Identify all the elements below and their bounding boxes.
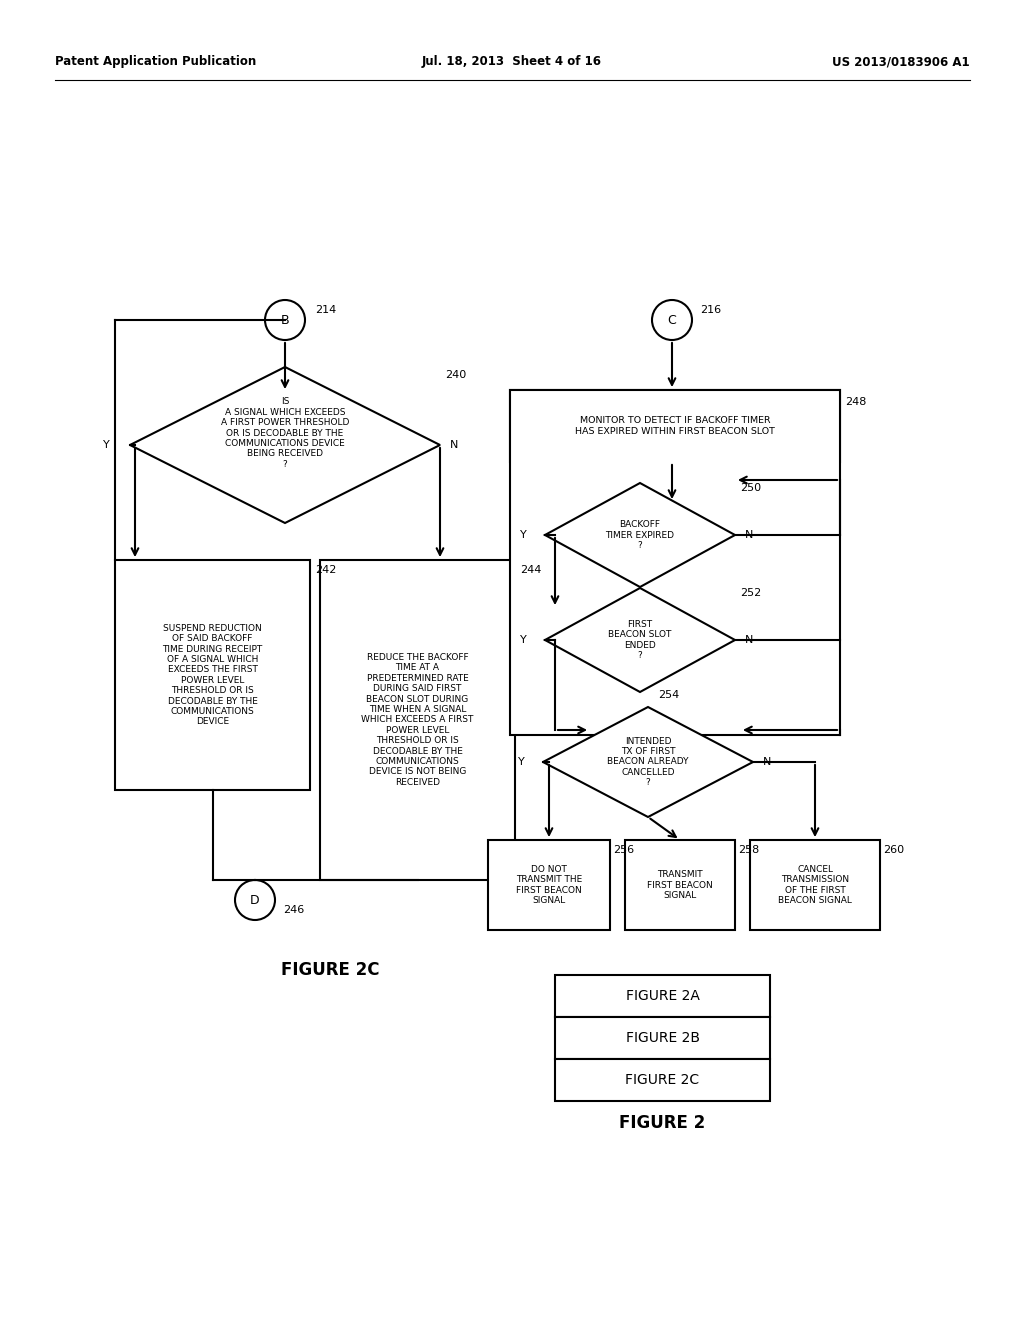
Bar [510,389,840,735]
Bar [750,840,880,931]
Text: 254: 254 [658,690,679,700]
Text: 250: 250 [740,483,761,492]
Text: Jul. 18, 2013  Sheet 4 of 16: Jul. 18, 2013 Sheet 4 of 16 [422,55,602,69]
Text: 214: 214 [315,305,336,315]
Circle shape [652,300,692,341]
Text: FIGURE 2A: FIGURE 2A [626,989,699,1003]
Text: N: N [450,440,459,450]
Text: CANCEL
TRANSMISSION
OF THE FIRST
BEACON SIGNAL: CANCEL TRANSMISSION OF THE FIRST BEACON … [778,865,852,906]
Text: Y: Y [520,635,527,645]
Text: US 2013/0183906 A1: US 2013/0183906 A1 [833,55,970,69]
Text: 244: 244 [520,565,542,576]
Polygon shape [543,708,753,817]
Text: DO NOT
TRANSMIT THE
FIRST BEACON
SIGNAL: DO NOT TRANSMIT THE FIRST BEACON SIGNAL [516,865,582,906]
Text: BACKOFF
TIMER EXPIRED
?: BACKOFF TIMER EXPIRED ? [605,520,675,550]
Text: 242: 242 [315,565,336,576]
Text: IS
A SIGNAL WHICH EXCEEDS
A FIRST POWER THRESHOLD
OR IS DECODABLE BY THE
COMMUNI: IS A SIGNAL WHICH EXCEEDS A FIRST POWER … [221,397,349,469]
Bar [555,975,770,1016]
Text: FIGURE 2: FIGURE 2 [620,1114,706,1133]
Text: REDUCE THE BACKOFF
TIME AT A
PREDETERMINED RATE
DURING SAID FIRST
BEACON SLOT DU: REDUCE THE BACKOFF TIME AT A PREDETERMIN… [361,653,474,787]
Text: TRANSMIT
FIRST BEACON
SIGNAL: TRANSMIT FIRST BEACON SIGNAL [647,870,713,900]
Text: D: D [250,894,260,907]
Text: 260: 260 [883,845,904,855]
Text: FIRST
BEACON SLOT
ENDED
?: FIRST BEACON SLOT ENDED ? [608,620,672,660]
Polygon shape [130,367,440,523]
Text: 240: 240 [445,370,466,380]
Text: Y: Y [518,756,525,767]
Text: FIGURE 2C: FIGURE 2C [626,1073,699,1086]
Bar [510,389,840,462]
Text: 256: 256 [613,845,634,855]
Text: N: N [763,756,771,767]
Text: N: N [745,531,754,540]
Text: C: C [668,314,677,326]
Text: 216: 216 [700,305,721,315]
Text: MONITOR TO DETECT IF BACKOFF TIMER
HAS EXPIRED WITHIN FIRST BEACON SLOT: MONITOR TO DETECT IF BACKOFF TIMER HAS E… [575,416,775,436]
Text: Y: Y [103,440,110,450]
Circle shape [234,880,275,920]
Text: 258: 258 [738,845,759,855]
Bar [555,1059,770,1101]
Polygon shape [545,587,735,692]
Text: Y: Y [520,531,527,540]
Text: FIGURE 2C: FIGURE 2C [281,961,379,979]
Bar [555,1016,770,1059]
Text: N: N [745,635,754,645]
Bar [115,560,310,789]
Text: 248: 248 [845,397,866,407]
Bar [319,560,515,880]
Bar [488,840,610,931]
Text: FIGURE 2B: FIGURE 2B [626,1031,699,1045]
Text: INTENDED
TX OF FIRST
BEACON ALREADY
CANCELLED
?: INTENDED TX OF FIRST BEACON ALREADY CANC… [607,737,689,787]
Text: 246: 246 [283,906,304,915]
Text: B: B [281,314,290,326]
Text: Patent Application Publication: Patent Application Publication [55,55,256,69]
Text: SUSPEND REDUCTION
OF SAID BACKOFF
TIME DURING RECEIPT
OF A SIGNAL WHICH
EXCEEDS : SUSPEND REDUCTION OF SAID BACKOFF TIME D… [163,624,262,726]
Polygon shape [545,483,735,587]
Text: 252: 252 [740,587,761,598]
Circle shape [265,300,305,341]
Bar [625,840,735,931]
